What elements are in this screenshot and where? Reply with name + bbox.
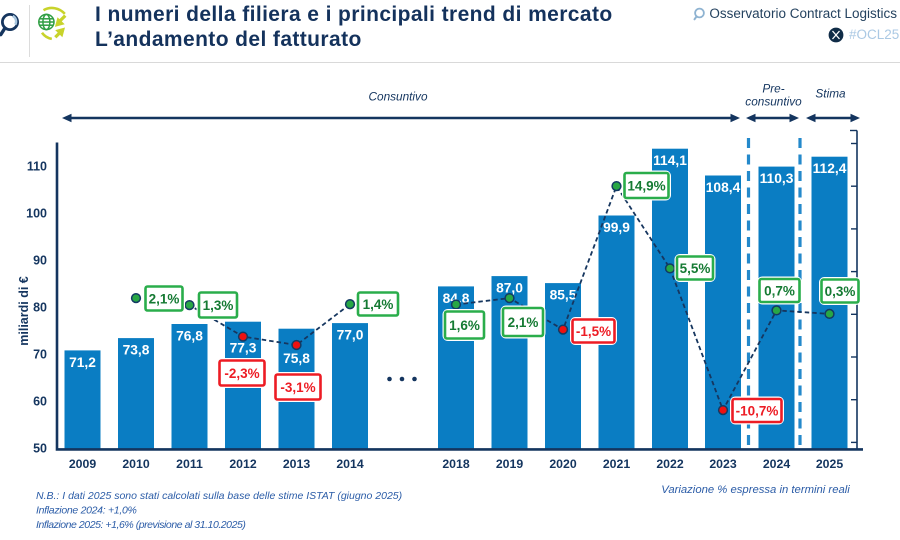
- svg-text:2009: 2009: [69, 457, 97, 471]
- svg-text:2022: 2022: [656, 457, 684, 471]
- svg-text:consuntivo: consuntivo: [745, 95, 802, 109]
- svg-text:71,2: 71,2: [69, 355, 96, 370]
- svg-text:14,9%: 14,9%: [627, 179, 665, 194]
- svg-text:84,8: 84,8: [443, 291, 470, 306]
- svg-text:76,8: 76,8: [176, 329, 203, 344]
- svg-text:2012: 2012: [229, 457, 257, 471]
- svg-text:Inflazione 2024: +1,0%: Inflazione 2024: +1,0%: [36, 505, 137, 517]
- svg-text:2025: 2025: [816, 457, 844, 471]
- svg-text:Pre-: Pre-: [762, 82, 784, 96]
- svg-text:2019: 2019: [496, 457, 524, 471]
- svg-text:5,5%: 5,5%: [680, 261, 711, 276]
- svg-text:73,8: 73,8: [123, 343, 150, 358]
- svg-text:Variazione % espressa in termi: Variazione % espressa in termini reali: [661, 484, 850, 496]
- svg-text:1,6%: 1,6%: [449, 318, 480, 333]
- svg-text:Inflazione 2025: +1,6% (previs: Inflazione 2025: +1,6% (previsione al 31…: [36, 519, 245, 531]
- svg-text:2,1%: 2,1%: [508, 315, 539, 330]
- svg-text:-10,7%: -10,7%: [736, 404, 779, 419]
- svg-text:miliardi di €: miliardi di €: [17, 276, 31, 346]
- svg-text:2018: 2018: [442, 457, 470, 471]
- svg-text:60: 60: [33, 395, 47, 409]
- svg-text:2020: 2020: [549, 457, 577, 471]
- svg-text:85,5: 85,5: [550, 288, 577, 303]
- svg-text:77,0: 77,0: [337, 328, 364, 343]
- svg-text:87,0: 87,0: [496, 281, 523, 296]
- svg-text:90: 90: [33, 254, 47, 268]
- svg-text:100: 100: [26, 207, 47, 221]
- svg-text:2,1%: 2,1%: [149, 292, 180, 307]
- svg-text:Stima: Stima: [815, 87, 846, 101]
- svg-text:99,9: 99,9: [603, 220, 630, 235]
- svg-text:114,1: 114,1: [653, 153, 687, 168]
- svg-text:2024: 2024: [763, 457, 791, 471]
- svg-text:-1,5%: -1,5%: [576, 324, 611, 339]
- svg-text:-3,1%: -3,1%: [280, 380, 315, 395]
- svg-text:50: 50: [33, 442, 47, 456]
- svg-text:75,8: 75,8: [283, 351, 310, 366]
- svg-text:2021: 2021: [603, 457, 631, 471]
- svg-text:110: 110: [27, 160, 47, 174]
- svg-text:2023: 2023: [709, 457, 737, 471]
- svg-text:0,3%: 0,3%: [825, 284, 856, 299]
- svg-text:80: 80: [33, 301, 47, 315]
- svg-text:2010: 2010: [122, 457, 150, 471]
- svg-text:2014: 2014: [336, 457, 364, 471]
- svg-text:N.B.: I dati 2025 sono stati c: N.B.: I dati 2025 sono stati calcolati s…: [36, 490, 402, 502]
- svg-text:-2,3%: -2,3%: [224, 366, 259, 381]
- svg-text:110,3: 110,3: [760, 171, 794, 186]
- svg-text:2013: 2013: [283, 457, 311, 471]
- svg-text:0,7%: 0,7%: [764, 284, 795, 299]
- svg-text:108,4: 108,4: [706, 180, 741, 195]
- svg-text:1,3%: 1,3%: [203, 298, 234, 313]
- svg-text:2011: 2011: [176, 457, 203, 471]
- svg-text:70: 70: [33, 348, 47, 362]
- svg-text:112,4: 112,4: [813, 161, 847, 176]
- svg-text:1,4%: 1,4%: [363, 297, 394, 312]
- svg-text:77,3: 77,3: [230, 341, 257, 356]
- svg-text:Consuntivo: Consuntivo: [368, 90, 427, 104]
